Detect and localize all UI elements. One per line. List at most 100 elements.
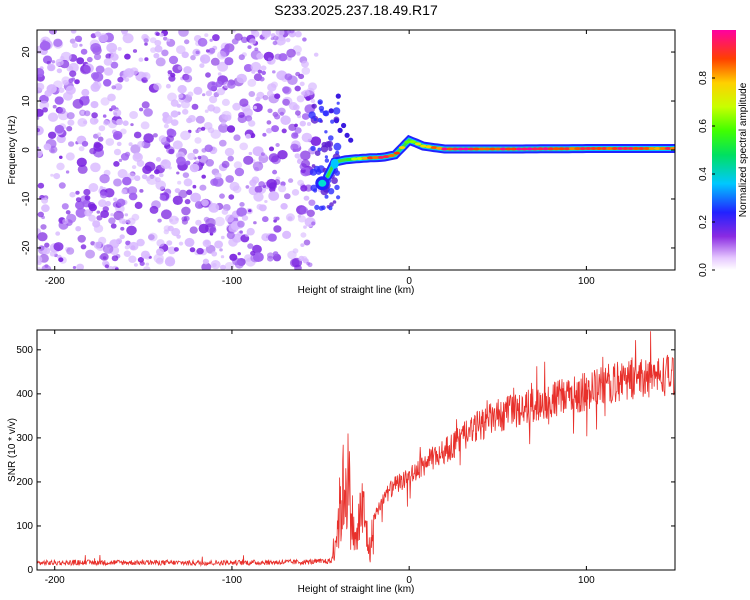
noise-blob [37, 232, 48, 242]
noise-blob [217, 61, 229, 72]
noise-blob [250, 250, 256, 256]
noise-blob [145, 262, 150, 266]
noise-blob [107, 93, 116, 102]
x-tick-label: 100 [578, 276, 595, 287]
noise-blob [85, 95, 90, 100]
noise-blob [266, 127, 273, 134]
noise-blob [275, 143, 280, 147]
noise-blob [134, 175, 141, 182]
noise-blob [205, 90, 213, 97]
noise-blob [329, 202, 334, 207]
noise-blob [245, 133, 251, 139]
noise-blob [59, 155, 63, 159]
noise-blob [37, 82, 45, 91]
colorbar-ticks: 0.0 0.2 0.4 0.6 0.8 [698, 71, 715, 277]
noise-blob [262, 216, 269, 223]
noise-blob [256, 52, 264, 60]
noise-blob [227, 81, 236, 89]
noise-blob [153, 82, 162, 91]
noise-blob [190, 192, 202, 203]
noise-blob [270, 81, 278, 88]
noise-blob [52, 104, 57, 109]
noise-blob [163, 36, 168, 41]
noise-blob [136, 159, 145, 167]
noise-blob [98, 33, 109, 43]
noise-blob [221, 160, 230, 168]
noise-blob [311, 164, 316, 168]
noise-blob [60, 51, 72, 62]
noise-blob [260, 152, 265, 156]
noise-blob [75, 200, 85, 210]
snr-series-line [37, 331, 675, 567]
noise-blob [282, 98, 290, 106]
noise-blob [134, 201, 143, 209]
noise-blob [322, 110, 329, 117]
noise-blob [244, 254, 253, 262]
noise-blob [248, 91, 256, 97]
noise-blob [117, 46, 122, 51]
noise-blob [130, 144, 141, 154]
noise-blob [189, 163, 200, 173]
noise-blob [154, 39, 162, 47]
snr-y-ticks: 0 100 200 300 400 500 [16, 345, 675, 576]
noise-blob [210, 178, 219, 186]
noise-blob [127, 217, 136, 225]
noise-blob [37, 68, 45, 78]
noise-blob [159, 173, 164, 178]
signal-point [579, 147, 586, 151]
noise-blob [294, 85, 301, 92]
signal-point [510, 147, 517, 151]
noise-blob [205, 223, 216, 234]
noise-blob [155, 57, 166, 67]
noise-blob [247, 243, 254, 249]
noise-blob [281, 128, 287, 134]
noise-blob [199, 63, 205, 68]
noise-blob [209, 38, 213, 42]
noise-blob [306, 122, 312, 126]
noise-blob [72, 42, 78, 48]
noise-blob [306, 209, 315, 217]
noise-blob [189, 226, 198, 234]
noise-blob [51, 60, 56, 64]
noise-blob [102, 244, 114, 254]
noise-blob [328, 146, 333, 152]
signal-point [670, 147, 675, 150]
noise-blob [99, 174, 110, 184]
noise-blob [171, 228, 181, 237]
noise-blob [143, 38, 149, 43]
noise-blob [202, 239, 211, 248]
noise-blob [210, 129, 221, 139]
noise-blob [260, 65, 267, 71]
noise-blob [284, 193, 291, 200]
noise-blob [224, 57, 234, 66]
noise-blob [116, 141, 122, 147]
noise-blob [182, 172, 190, 179]
noise-blob [253, 105, 257, 110]
noise-blob [287, 216, 293, 221]
noise-blob [41, 197, 49, 204]
noise-blob [262, 95, 269, 101]
noise-blob [68, 141, 75, 147]
signal-point [441, 147, 448, 151]
signal-arm [328, 93, 354, 143]
noise-blob [243, 155, 254, 165]
noise-blob [48, 131, 57, 139]
noise-blob [102, 256, 107, 260]
noise-blob [252, 146, 264, 157]
noise-blob [74, 79, 80, 85]
noise-blob [253, 221, 257, 225]
noise-blob [90, 101, 99, 109]
noise-blob [112, 109, 122, 117]
signal-point [409, 140, 416, 144]
signal-point [414, 142, 422, 146]
noise-blob [123, 250, 131, 257]
noise-blob [310, 145, 316, 152]
noise-blob [117, 86, 121, 90]
noise-blob [136, 238, 145, 247]
noise-blob [219, 139, 227, 147]
noise-blob [302, 37, 307, 42]
noise-blob [226, 125, 236, 133]
colorbar: 0.0 0.2 0.4 0.6 0.8 Normalized spectral ampl… [698, 30, 749, 277]
noise-blob [240, 36, 248, 43]
